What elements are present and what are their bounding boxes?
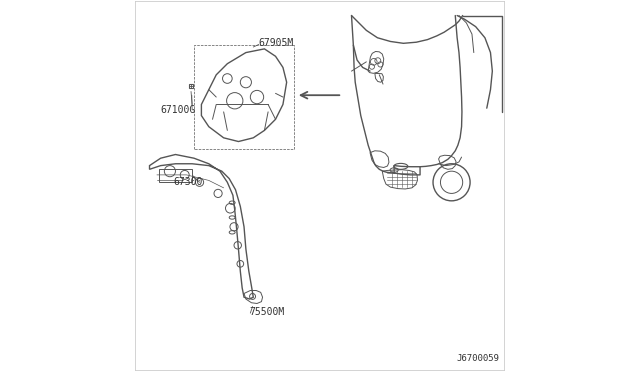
Text: 67300: 67300 — [173, 177, 203, 187]
Text: 75500M: 75500M — [250, 307, 285, 317]
Text: 67100G: 67100G — [160, 105, 195, 115]
Text: 67905M: 67905M — [259, 38, 294, 48]
Text: J6700059: J6700059 — [457, 354, 500, 363]
